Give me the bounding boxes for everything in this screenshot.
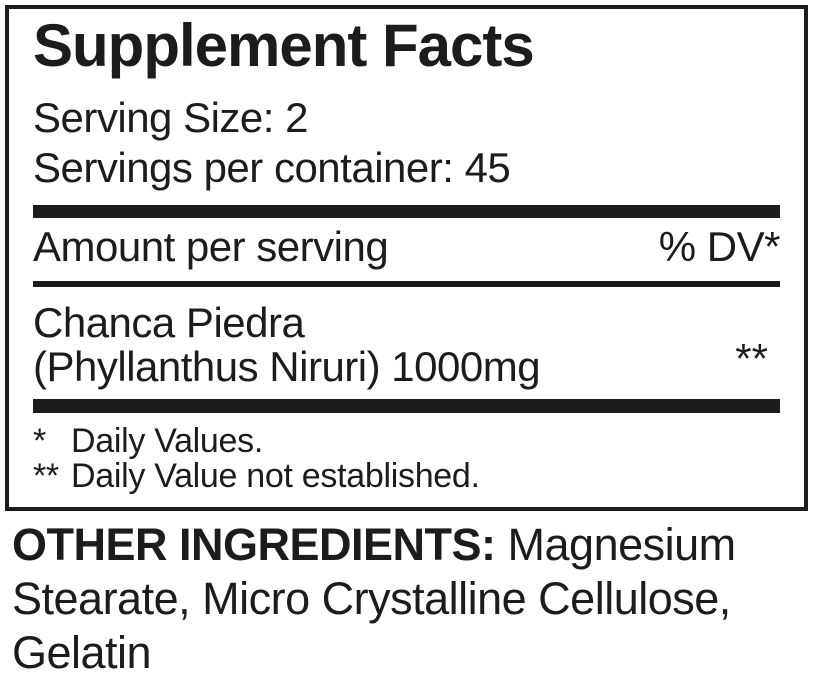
footnote-daily-values: * Daily Values. [33,424,780,459]
supplement-facts-panel: Supplement Facts Serving Size: 2 Serving… [5,5,808,511]
other-ingredients-label: OTHER INGREDIENTS: [12,519,496,570]
other-ingredients-line3: Gelatin [12,627,152,678]
other-ingredients-line1-rest: Magnesium [495,519,737,570]
footnote-text-not-established: Daily Value not established. [71,457,480,495]
divider-bar-top [33,205,780,218]
ingredient-name-line2: (Phyllanthus Niruri) 1000mg [33,343,541,390]
footnote-marker-double-asterisk: ** [33,457,59,495]
divider-line-header [33,281,780,287]
other-ingredients-line1: OTHER INGREDIENTS: Magnesium [12,518,807,572]
footnote-not-established: ** Daily Value not established. [33,459,780,494]
amount-header-row: Amount per serving % DV* [33,222,781,272]
footnote-marker-single-asterisk: * [33,422,46,460]
other-ingredients-section: OTHER INGREDIENTS: Magnesium Stearate, M… [12,518,807,680]
amount-per-serving-header: Amount per serving [33,223,389,270]
serving-size-line: Serving Size: 2 [33,94,308,141]
panel-title: Supplement Facts [33,12,535,79]
percent-dv-header: % DV* [658,223,781,270]
footnotes: * Daily Values. ** Daily Value not estab… [33,424,780,494]
ingredient-row: Chanca Piedra (Phyllanthus Niruri) 1000m… [33,301,780,389]
other-ingredients-line2: Stearate, Micro Crystalline Cellulose, [12,573,731,624]
servings-per-container-line: Servings per container: 45 [33,144,511,191]
ingredient-name: Chanca Piedra (Phyllanthus Niruri) 1000m… [33,299,541,390]
footnote-text-daily-values: Daily Values. [71,422,263,460]
ingredient-name-line1: Chanca Piedra [33,299,305,346]
divider-bar-bottom [33,399,780,413]
ingredient-dv-value: ** [735,335,768,382]
